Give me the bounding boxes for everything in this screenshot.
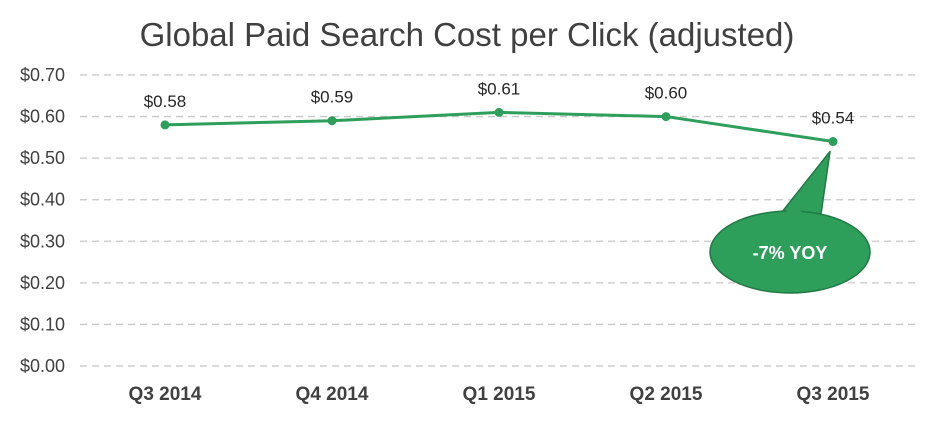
callout-seam <box>780 205 818 223</box>
y-tick-label: $0.50 <box>20 148 65 168</box>
y-tick-label: $0.10 <box>20 314 65 334</box>
data-point <box>828 137 838 147</box>
data-point <box>160 120 170 130</box>
data-label: $0.54 <box>812 109 855 128</box>
x-tick-label: Q4 2014 <box>296 384 369 405</box>
y-tick-label: $0.30 <box>20 231 65 251</box>
y-tick-label: $0.60 <box>20 107 65 127</box>
x-axis-ticks: Q3 2014 Q4 2014 Q1 2015 Q2 2015 Q3 2015 <box>129 384 870 405</box>
x-tick-label: Q2 2015 <box>630 384 703 405</box>
y-tick-label: $0.40 <box>20 190 65 210</box>
data-label: $0.60 <box>645 84 688 103</box>
data-label: $0.58 <box>144 92 187 111</box>
x-tick-label: Q3 2015 <box>797 384 870 405</box>
y-tick-label: $0.20 <box>20 273 65 293</box>
chart-title: Global Paid Search Cost per Click (adjus… <box>140 16 795 53</box>
data-label: $0.61 <box>478 79 521 98</box>
series-layer <box>160 107 838 147</box>
x-tick-label: Q1 2015 <box>463 384 536 405</box>
callout-text: -7% YOY <box>753 243 828 263</box>
yoy-callout: -7% YOY <box>709 150 871 294</box>
data-label: $0.59 <box>311 88 354 107</box>
y-axis-ticks: $0.00 $0.10 $0.20 $0.30 $0.40 $0.50 $0.60 $0.70 <box>20 65 65 376</box>
y-tick-label: $0.70 <box>20 65 65 85</box>
data-point <box>327 116 337 126</box>
x-tick-label: Q3 2014 <box>129 384 202 405</box>
data-labels: $0.58 $0.59 $0.61 $0.60 $0.54 <box>144 79 855 127</box>
y-tick-label: $0.00 <box>20 356 65 376</box>
data-point <box>661 112 671 122</box>
data-point <box>494 107 504 117</box>
